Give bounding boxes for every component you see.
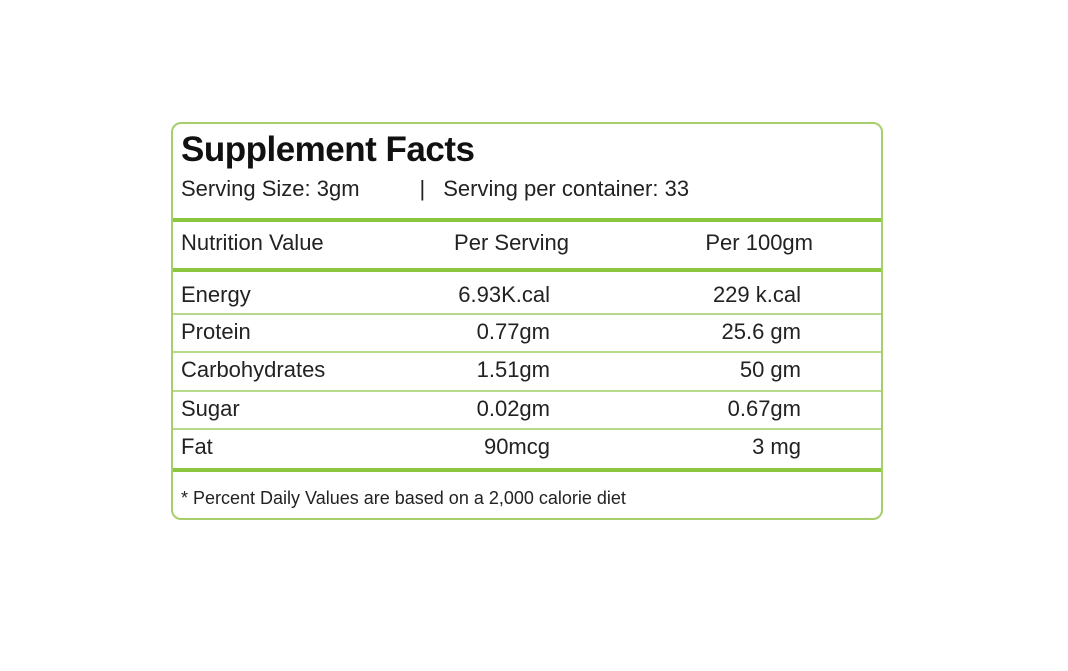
serving-separator: | — [419, 176, 426, 201]
row-name: Sugar — [181, 396, 240, 421]
row-name: Protein — [181, 319, 251, 344]
row-per-serving: 6.93K.cal — [458, 282, 550, 307]
row-divider — [173, 428, 881, 430]
serving-size: Serving Size: 3gm — [181, 176, 360, 201]
header-nutrition-value: Nutrition Value — [181, 230, 324, 255]
row-per-100gm: 25.6 gm — [721, 319, 802, 344]
row-per-serving: 90mcg — [483, 434, 550, 459]
row-divider — [173, 390, 881, 392]
supplement-facts-panel: Supplement Facts Serving Size: 3gm | Servi… — [171, 122, 883, 520]
row-divider — [173, 313, 881, 315]
divider-thick — [173, 268, 881, 272]
row-per-serving: 0.77gm — [476, 319, 550, 344]
row-per-100gm: 50 gm — [739, 357, 801, 382]
divider-thick — [173, 218, 881, 222]
row-name: Energy — [181, 282, 251, 307]
servings-per-container: Serving per container: 33 — [443, 176, 690, 201]
divider-thick — [173, 468, 881, 472]
row-per-100gm: 3 mg — [752, 434, 801, 459]
row-per-serving: 0.02gm — [476, 396, 550, 421]
row-per-100gm: 0.67gm — [727, 396, 801, 421]
row-name: Fat — [181, 434, 213, 459]
row-per-serving: 1.51gm — [476, 357, 550, 382]
row-name: Carbohydrates — [181, 357, 326, 382]
header-per-serving: Per Serving — [454, 230, 569, 255]
row-divider — [173, 351, 881, 353]
panel-title: Supplement Facts — [181, 130, 475, 169]
footnote: * Percent Daily Values are based on a 2,… — [181, 488, 626, 508]
header-per-100gm: Per 100gm — [705, 230, 813, 255]
serving-info: Serving Size: 3gm | Serving per container:… — [181, 176, 689, 202]
row-per-100gm: 229 k.cal — [712, 282, 801, 307]
